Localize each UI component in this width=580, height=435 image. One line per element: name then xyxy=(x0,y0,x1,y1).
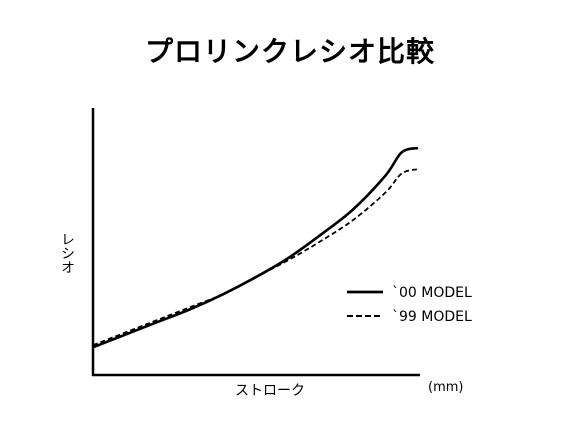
legend-label-1: `00 MODEL xyxy=(392,285,472,301)
y-axis-label: レシオ xyxy=(59,232,75,274)
x-axis-label: ストローク xyxy=(235,383,305,399)
series-line-1 xyxy=(92,146,419,349)
x-axis-unit: (mm) xyxy=(428,380,464,395)
series-line-2 xyxy=(92,168,419,346)
chart-title: プロリンクレシオ比較 xyxy=(144,35,435,68)
legend-label-2: `99 MODEL xyxy=(392,309,472,325)
